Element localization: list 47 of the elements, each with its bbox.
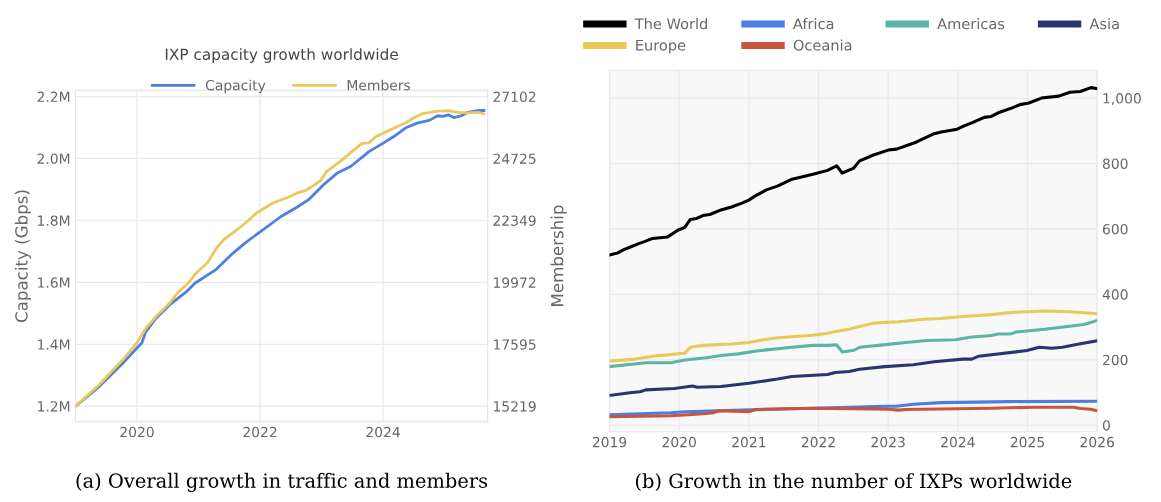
y2-axis-title: Membership xyxy=(550,205,567,306)
y-tick-label: 1.6M xyxy=(38,277,70,288)
legend-label: Members xyxy=(347,79,411,91)
y2-tick-label: 17595 xyxy=(494,339,536,350)
y2-tick-label: 19972 xyxy=(494,277,536,288)
y-tick-label: 200 xyxy=(1103,354,1128,366)
y2-tick-label: 15219 xyxy=(494,401,536,412)
legend-label: The World xyxy=(634,18,707,30)
x-tick-label: 2021 xyxy=(732,436,766,448)
y-tick-label: 1.8M xyxy=(38,215,70,226)
y-tick-label: 1.2M xyxy=(38,401,70,412)
x-tick-label: 2020 xyxy=(120,426,154,438)
y2-tick-label: 27102 xyxy=(493,91,536,103)
chart-title: IXP capacity growth worldwide xyxy=(165,48,398,63)
text: (a) Overall growth in traffic and members xyxy=(76,472,488,492)
x-tick-label: 2024 xyxy=(941,436,975,448)
line-series xyxy=(609,318,1098,369)
y-tick-label: 1.4M xyxy=(38,339,70,350)
line-series xyxy=(609,86,1098,257)
x-tick-label: 2024 xyxy=(366,426,400,438)
y-tick-label: 0 xyxy=(1102,420,1110,431)
y2-tick-label: 22349 xyxy=(493,215,536,226)
text: (b) Growth in the number of IXPs worldwide xyxy=(635,473,1072,491)
legend-label: Capacity xyxy=(205,79,266,94)
legend-label: Africa xyxy=(793,18,834,30)
x-tick-label: 2022 xyxy=(801,436,835,448)
y-tick-label: 1,000 xyxy=(1103,93,1141,105)
x-tick-label: 2022 xyxy=(243,426,277,438)
x-tick-label: 2020 xyxy=(662,436,696,448)
line-series xyxy=(609,309,1098,363)
y2-tick-label: 24725 xyxy=(493,153,536,164)
line-series xyxy=(609,339,1098,397)
legend-label: Americas xyxy=(937,18,1005,30)
x-tick-label: 2023 xyxy=(871,436,905,448)
y-tick-label: 2.2M xyxy=(37,91,70,102)
y-tick-label: 600 xyxy=(1102,223,1128,235)
y-tick-label: 800 xyxy=(1102,158,1128,169)
legend-label: Europe xyxy=(636,39,686,54)
legend-label: Oceania xyxy=(793,39,852,51)
y-axis-title: Capacity (Gbps) xyxy=(14,190,31,323)
y-tick-label: 400 xyxy=(1102,289,1128,300)
y-tick-label: 2.0M xyxy=(37,153,70,164)
x-tick-label: 2019 xyxy=(592,436,627,448)
line-series xyxy=(609,405,1098,419)
x-tick-label: 2025 xyxy=(1010,436,1044,448)
x-tick-label: 2026 xyxy=(1080,436,1114,448)
legend-label: Asia xyxy=(1089,18,1119,30)
